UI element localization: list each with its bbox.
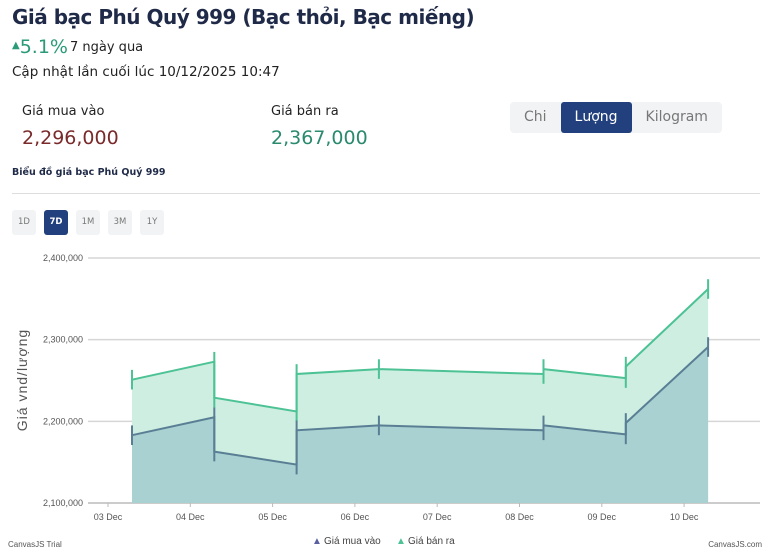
legend-buy[interactable]: Giá mua vào	[324, 536, 381, 547]
sell-value: 2,367,000	[271, 127, 368, 149]
canvasjs-link[interactable]: CanvasJS.com	[708, 540, 762, 549]
range-1y[interactable]: 1Y	[140, 210, 164, 235]
last-updated: Cập nhật lần cuối lúc 10/12/2025 10:47	[12, 64, 280, 80]
range-selector: 1D 7D 1M 3M 1Y	[12, 210, 164, 235]
y-tick-label: 2,200,000	[43, 416, 83, 426]
x-tick-label: 06 Dec	[341, 512, 370, 522]
up-arrow-icon: ▲	[12, 40, 20, 51]
buy-label: Giá mua vào	[22, 104, 105, 119]
change-percent: ▲5.1%	[12, 36, 68, 58]
x-tick-label: 10 Dec	[670, 512, 699, 522]
range-1m[interactable]: 1M	[76, 210, 100, 235]
y-tick-label: 2,300,000	[43, 335, 83, 345]
price-chart: 2,100,000 2,200,000 2,300,000 2,400,000 03 D…	[8, 253, 762, 549]
page-title: Giá bạc Phú Quý 999 (Bạc thỏi, Bạc miếng…	[12, 5, 475, 29]
unit-chi[interactable]: Chi	[524, 109, 547, 125]
canvasjs-trial: CanvasJS Trial	[8, 540, 62, 549]
range-3m[interactable]: 3M	[108, 210, 132, 235]
unit-luong[interactable]: Lượng	[560, 102, 632, 133]
unit-kilogram[interactable]: Kilogram	[645, 109, 708, 125]
chart-title: Biểu đồ giá bạc Phú Quý 999	[12, 167, 166, 178]
x-tick-label: 09 Dec	[588, 512, 617, 522]
x-tick-label: 08 Dec	[505, 512, 534, 522]
divider	[12, 193, 760, 194]
unit-selector: Chi Lượng Kilogram	[510, 102, 722, 133]
buy-value: 2,296,000	[22, 127, 119, 149]
x-tick-label: 04 Dec	[176, 512, 205, 522]
x-tick-label: 07 Dec	[423, 512, 452, 522]
legend-buy-icon[interactable]: ▲	[312, 536, 322, 547]
y-axis-label: Giá vnd/lượng	[14, 329, 30, 431]
range-1d[interactable]: 1D	[12, 210, 36, 235]
buy-area	[132, 347, 709, 503]
legend-sell-icon[interactable]: ▲	[396, 536, 406, 547]
sell-label: Giá bán ra	[271, 104, 339, 119]
y-tick-label: 2,400,000	[43, 253, 83, 263]
x-tick-label: 05 Dec	[258, 512, 287, 522]
legend-sell[interactable]: Giá bán ra	[408, 536, 455, 547]
x-tick-label: 03 Dec	[94, 512, 123, 522]
legend: ▲ Giá mua vào ▲ Giá bán ra	[312, 536, 455, 547]
range-7d[interactable]: 7D	[44, 210, 68, 235]
y-tick-label: 2,100,000	[43, 498, 83, 508]
change-period: 7 ngày qua	[70, 40, 144, 55]
